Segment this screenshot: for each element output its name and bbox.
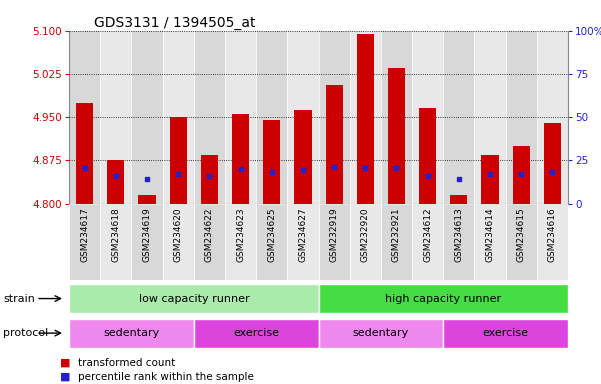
Bar [194, 319, 319, 348]
Bar [194, 31, 225, 204]
Bar [388, 68, 405, 204]
Text: strain: strain [3, 293, 35, 304]
Bar [412, 204, 443, 280]
Bar [225, 31, 256, 204]
Bar [225, 204, 256, 280]
Text: GSM234623: GSM234623 [236, 207, 245, 262]
Bar [544, 123, 561, 204]
Bar [201, 154, 218, 204]
Bar [481, 154, 499, 204]
Text: ■: ■ [60, 358, 70, 368]
Bar [319, 319, 443, 348]
Bar [69, 284, 319, 313]
Text: transformed count: transformed count [78, 358, 175, 368]
Text: low capacity runner: low capacity runner [138, 293, 249, 304]
Bar [537, 204, 568, 280]
Bar [381, 31, 412, 204]
Text: GSM234615: GSM234615 [517, 207, 526, 262]
Bar [263, 120, 280, 204]
Bar [256, 204, 287, 280]
Bar [419, 108, 436, 204]
Bar [232, 114, 249, 204]
Bar [443, 204, 474, 280]
Bar [256, 31, 287, 204]
Text: GSM234616: GSM234616 [548, 207, 557, 262]
Text: protocol: protocol [3, 328, 48, 338]
Bar [537, 31, 568, 204]
Bar [287, 31, 319, 204]
Text: GSM234619: GSM234619 [142, 207, 151, 262]
Bar [505, 31, 537, 204]
Bar [350, 204, 381, 280]
Bar [100, 204, 132, 280]
Bar [194, 204, 225, 280]
Text: GSM234625: GSM234625 [267, 207, 276, 262]
Text: GSM234614: GSM234614 [486, 207, 495, 262]
Text: percentile rank within the sample: percentile rank within the sample [78, 372, 254, 382]
Text: exercise: exercise [483, 328, 529, 338]
Bar [163, 204, 194, 280]
Bar [69, 31, 100, 204]
Bar [132, 204, 163, 280]
Text: GSM232920: GSM232920 [361, 207, 370, 262]
Text: GSM232921: GSM232921 [392, 207, 401, 262]
Bar [412, 31, 443, 204]
Text: GSM234622: GSM234622 [205, 207, 214, 262]
Text: sedentary: sedentary [353, 328, 409, 338]
Bar [69, 319, 194, 348]
Text: exercise: exercise [233, 328, 279, 338]
Bar [163, 31, 194, 204]
Bar [138, 195, 156, 204]
Bar [513, 146, 529, 204]
Text: sedentary: sedentary [103, 328, 160, 338]
Bar [357, 33, 374, 204]
Text: GSM234618: GSM234618 [111, 207, 120, 262]
Text: GDS3131 / 1394505_at: GDS3131 / 1394505_at [94, 16, 255, 30]
Bar [350, 31, 381, 204]
Bar [169, 117, 187, 204]
Text: GSM232919: GSM232919 [329, 207, 338, 262]
Text: GSM234613: GSM234613 [454, 207, 463, 262]
Bar [294, 109, 311, 204]
Bar [287, 204, 319, 280]
Text: GSM234617: GSM234617 [80, 207, 89, 262]
Bar [443, 31, 474, 204]
Bar [505, 204, 537, 280]
Bar [474, 204, 505, 280]
Bar [381, 204, 412, 280]
Bar [474, 31, 505, 204]
Bar [76, 103, 93, 204]
Text: GSM234627: GSM234627 [299, 207, 308, 262]
Bar [319, 31, 350, 204]
Bar [443, 319, 568, 348]
Bar [132, 31, 163, 204]
Bar [69, 204, 100, 280]
Text: high capacity runner: high capacity runner [385, 293, 501, 304]
Bar [326, 85, 343, 204]
Text: GSM234612: GSM234612 [423, 207, 432, 262]
Bar [450, 195, 468, 204]
Text: GSM234620: GSM234620 [174, 207, 183, 262]
Bar [108, 160, 124, 204]
Bar [319, 204, 350, 280]
Bar [100, 31, 132, 204]
Text: ■: ■ [60, 372, 70, 382]
Bar [319, 284, 568, 313]
